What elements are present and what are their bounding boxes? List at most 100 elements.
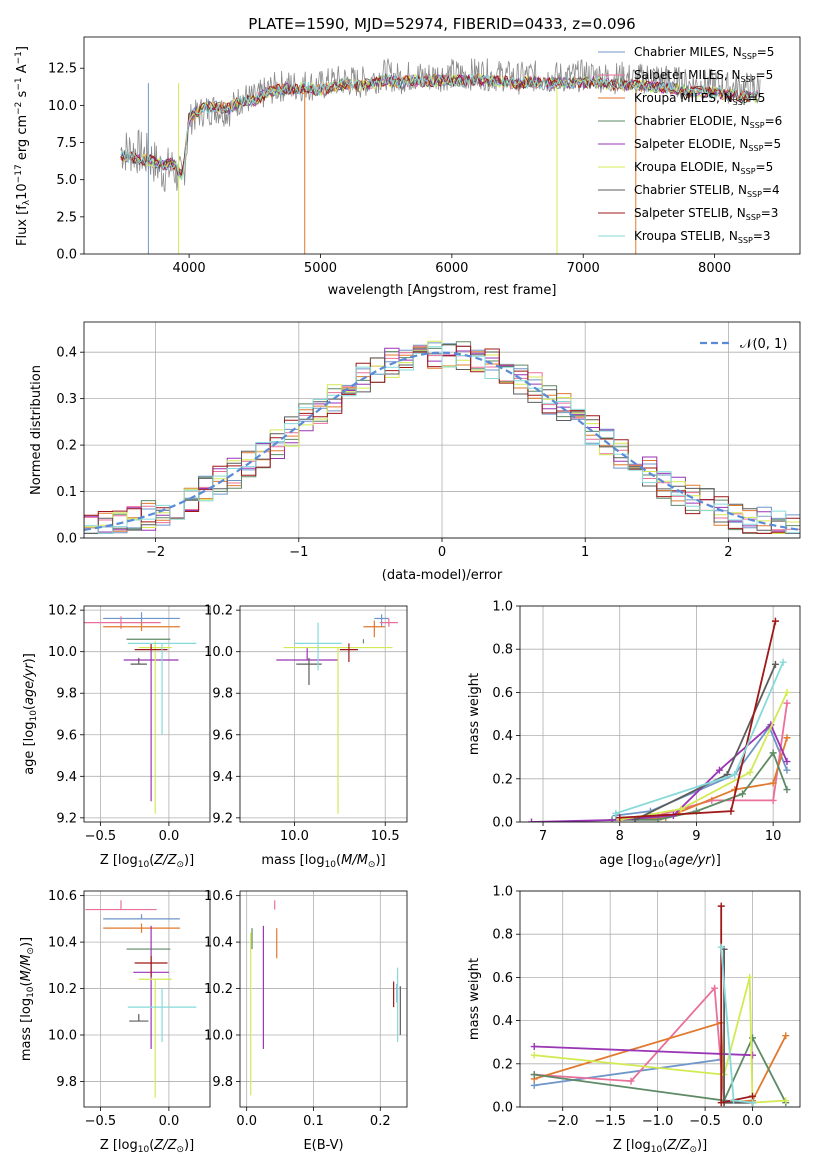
plot-frame	[83, 36, 801, 255]
y-tick-label: 1.0	[492, 885, 513, 900]
weight-point	[731, 770, 739, 778]
weight-point	[771, 617, 779, 625]
label-part: ⊙	[689, 1145, 697, 1155]
legend-entry: Salpeter STELIB, NSSP=3	[634, 206, 778, 222]
y-tick-label: 0.0	[56, 248, 77, 263]
label-part: mass [log	[261, 853, 324, 868]
y-tick-label: 9.8	[56, 687, 77, 702]
weight-point	[749, 1092, 757, 1100]
label-part: 10	[15, 183, 30, 200]
label-part: (	[19, 981, 34, 986]
legend-label: Salpeter STELIB, N	[634, 206, 746, 220]
weight-point	[612, 809, 620, 817]
y-tick-label: 9.2	[56, 811, 77, 826]
label-part: erg cm	[15, 115, 30, 164]
label-part: (	[149, 1138, 154, 1153]
y-tick-label: 9.6	[212, 728, 233, 743]
y-tick-label: 12.5	[48, 62, 77, 77]
x-tick-label: 8	[616, 829, 624, 844]
legend-sub: SSP	[733, 98, 748, 107]
y-tick-label: 1.0	[492, 600, 513, 615]
label-part: age [log	[599, 853, 652, 868]
panel-age-vs-mass: 10.0 10.5 9.2 9.4 9.6 9.8 10.0 10.2 mass [log10(…	[204, 604, 408, 870]
plot-area	[84, 612, 197, 814]
y-tick-label: 10.2	[48, 982, 77, 997]
weight-point	[779, 658, 787, 666]
label-part: ⊙	[176, 1145, 184, 1155]
label-part: ⊙	[26, 947, 36, 955]
x-tick-label: 7	[539, 829, 547, 844]
x-axis-label: Z [log10(Z/Z⊙)]	[613, 1138, 707, 1155]
label-part: 10	[29, 710, 39, 722]
legend-entry: Chabrier STELIB, NSSP=4	[634, 183, 780, 199]
model-spectrum-line	[120, 74, 760, 176]
weight-line	[534, 1045, 753, 1057]
weight-point	[783, 766, 791, 774]
label-part: )]	[19, 937, 34, 947]
plot-frame	[519, 605, 801, 823]
weight-point	[738, 790, 746, 798]
weight-line	[619, 692, 788, 821]
weight-point	[711, 984, 719, 992]
figure-title: PLATE=1590, MJD=52974, FIBERID=0433, z=0…	[248, 15, 635, 33]
y-tick-label: 0.6	[492, 686, 513, 701]
panel-weight-vs-Z: −2.0 −1.5 −1.0 −0.5 0.0 0.0 0.2 0.4 0.6 0.8 1.0 Z […	[467, 885, 801, 1155]
x-axis-label: Z [log10(Z/Z⊙)]	[100, 853, 194, 870]
y-axis-label: mass weight	[467, 673, 482, 755]
weight-point	[769, 749, 777, 757]
y-tick-label: 0.2	[56, 439, 77, 454]
legend-tail: =3	[753, 229, 771, 243]
y-tick-label: 0.0	[56, 532, 77, 547]
panel-mass-vs-ebv: 0.0 0.1 0.2 9.8 10.0 10.2 10.4 10.6 E(B-V)	[204, 889, 408, 1153]
x-tick-label: 0.0	[159, 829, 180, 844]
panel-age-vs-Z: −0.5 0.09.29.49.69.810.010.2Z [log10(Z/Z⊙…	[22, 604, 211, 870]
x-tick-label: −1	[289, 545, 308, 560]
label-part: M/M	[19, 955, 34, 982]
plot-area	[250, 900, 401, 1096]
label-part: s	[15, 90, 30, 101]
x-tick-label: 5000	[304, 261, 337, 276]
y-tick-label: 0.0	[492, 1101, 513, 1116]
label-part: )]	[711, 853, 721, 868]
legend-sub: SSP	[748, 144, 763, 153]
legend-label: Chabrier STELIB, N	[634, 183, 747, 197]
x-tick-label: −1.0	[642, 1114, 674, 1129]
y-tick-label: 0.8	[492, 928, 513, 943]
legend-label: Salpeter MILES, N	[634, 68, 741, 82]
label-part: Z [log	[613, 1138, 651, 1153]
label-part: mass weight	[467, 958, 482, 1040]
weight-point	[771, 660, 779, 668]
label-part: mass [log	[19, 998, 34, 1061]
weight-point	[717, 943, 725, 951]
legend-entry: Kroupa ELODIE, NSSP=5	[634, 160, 773, 176]
x-tick-label: −0.5	[689, 1114, 721, 1129]
legend-label: Kroupa ELODIE, N	[634, 160, 741, 174]
x-tick-label: 8000	[698, 261, 731, 276]
x-tick-label: 0.2	[370, 1114, 391, 1129]
label-part: )]	[184, 1138, 194, 1153]
weight-point	[677, 805, 685, 813]
x-tick-label: −2	[146, 545, 165, 560]
weight-point	[717, 902, 725, 910]
y-tick-label: 9.8	[56, 1075, 77, 1090]
plot-frame	[83, 605, 211, 823]
weight-point	[530, 1081, 538, 1089]
x-axis-label: Z [log10(Z/Z⊙)]	[100, 1138, 194, 1155]
legend-entry: 𝒩(0, 1)	[740, 337, 787, 352]
weight-point	[769, 779, 777, 787]
y-tick-label: 0.0	[492, 816, 513, 831]
panel-residuals: −2 −1 0 1 2 0.0 0.1 0.2 0.3 0.4 𝒩(0, 1) (data-model…	[29, 321, 801, 583]
legend-label: Salpeter ELODIE, N	[634, 137, 748, 151]
weight-line	[534, 1035, 787, 1104]
y-tick-label: 9.8	[212, 1075, 233, 1090]
legend-label: Chabrier ELODIE, N	[634, 114, 750, 128]
y-tick-label: 10.2	[204, 982, 233, 997]
plot-frame	[83, 890, 211, 1108]
legend-label: Chabrier MILES, N	[634, 45, 742, 59]
x-tick-label: 0.1	[303, 1114, 324, 1129]
label-part: (	[662, 1138, 667, 1153]
label-part: 10	[325, 860, 337, 870]
weight-point	[782, 1032, 790, 1040]
legend-sub: SSP	[747, 190, 762, 199]
